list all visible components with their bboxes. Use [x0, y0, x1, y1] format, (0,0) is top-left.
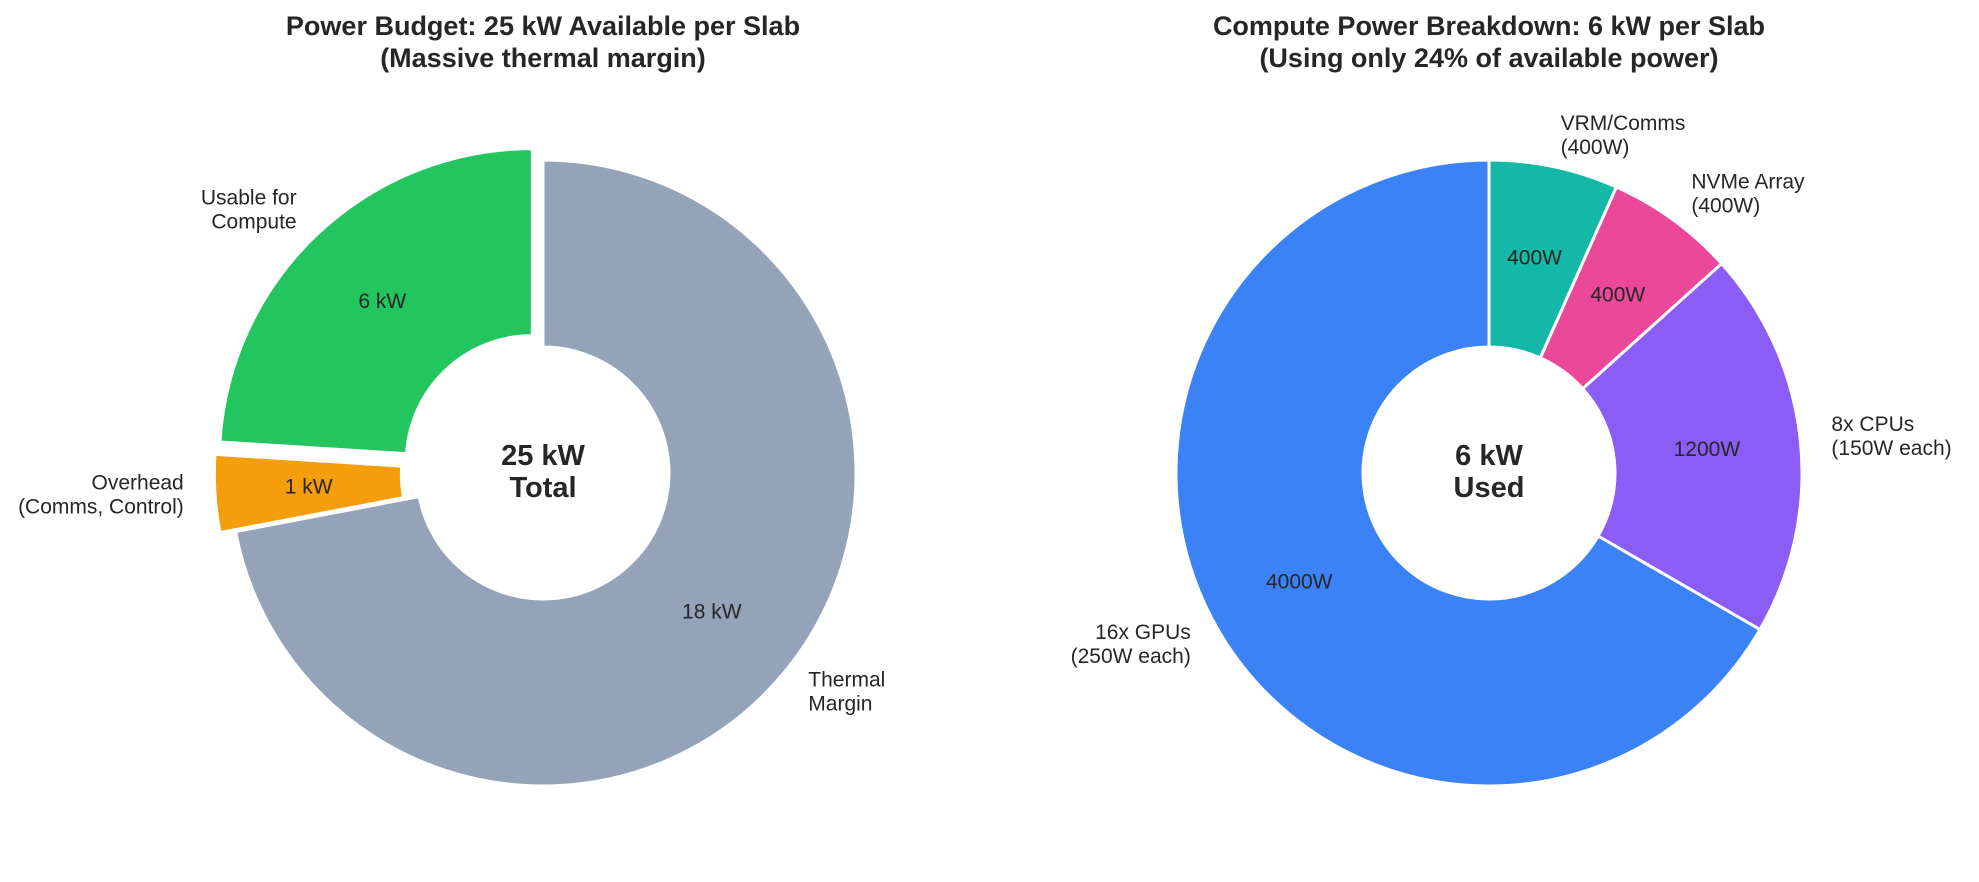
value-label: 1200W [1674, 438, 1741, 461]
category-label: Usable for Compute [201, 186, 297, 233]
donut-wedge [1580, 261, 1804, 632]
value-label: 400W [1590, 283, 1645, 306]
category-label: Thermal Margin [808, 668, 885, 715]
category-label: 8x CPUs (150W each) [1831, 413, 1951, 460]
donut-wedge [233, 158, 858, 788]
center-label: 6 kW Used [1454, 440, 1525, 504]
donut-wedge [1174, 158, 1763, 788]
donut-wedge [218, 147, 534, 456]
donut-wedge [1487, 158, 1619, 360]
donut-wedge [212, 452, 406, 535]
value-label: 1 kW [285, 475, 333, 498]
chart-title: Compute Power Breakdown: 6 kW per Slab [1213, 11, 1765, 41]
value-label: 18 kW [682, 600, 742, 623]
category-label: VRM/Comms (400W) [1561, 112, 1686, 159]
category-label: 16x GPUs (250W each) [1071, 621, 1191, 668]
chart-subtitle: (Massive thermal margin) [380, 43, 706, 73]
category-label: Overhead (Comms, Control) [18, 471, 184, 518]
value-label: 6 kW [358, 289, 406, 312]
value-label: 4000W [1266, 570, 1333, 593]
category-label: NVMe Array (400W) [1691, 170, 1805, 217]
chart-title: Power Budget: 25 kW Available per Slab [286, 11, 800, 41]
center-label: 25 kW Total [501, 440, 585, 504]
chart-subtitle: (Using only 24% of available power) [1259, 43, 1718, 73]
value-label: 400W [1507, 246, 1562, 269]
